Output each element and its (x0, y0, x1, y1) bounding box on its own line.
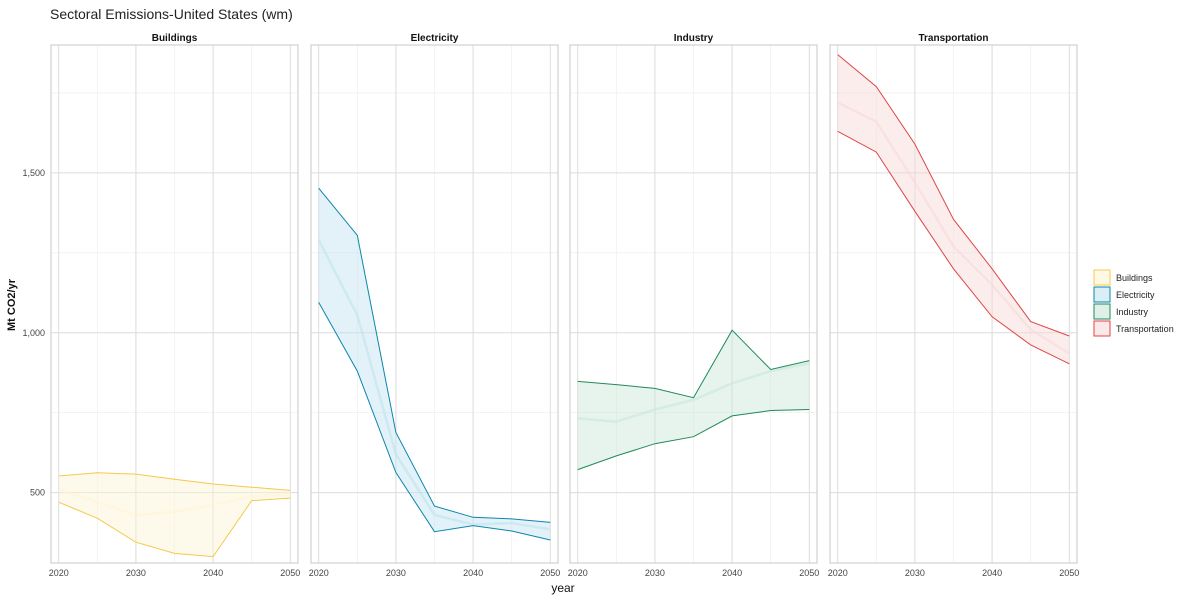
x-tick-label: 2030 (386, 568, 406, 578)
ribbon-lower-line (58, 497, 291, 558)
ribbon-area (58, 472, 291, 557)
x-tick-label: 2020 (568, 568, 588, 578)
facet-panels: Buildings Electricity Industry Transportati… (50, 33, 1078, 564)
x-tick-label: 2030 (126, 568, 146, 578)
ribbon-median-line (317, 239, 551, 531)
ribbon-upper-line (58, 472, 291, 491)
ribbon-area (837, 54, 1070, 364)
legend-item-transportation: Transportation (1093, 320, 1174, 337)
x-tick-label: 2030 (645, 568, 665, 578)
x-tick-label: 2040 (722, 568, 742, 578)
legend-item-buildings: Buildings (1093, 269, 1153, 286)
x-tick-label: 2030 (905, 568, 925, 578)
legend-swatch (1093, 269, 1111, 286)
panel-border (569, 44, 818, 564)
legend-swatch (1093, 303, 1111, 320)
facet-industry: Industry (569, 33, 818, 564)
facet-title: Industry (674, 33, 714, 44)
facet-title: Electricity (411, 33, 459, 44)
x-tick-label: 2050 (540, 568, 560, 578)
x-axis-label: year (551, 581, 574, 595)
x-tick-label: 2020 (828, 568, 848, 578)
facet-electricity: Electricity (310, 33, 559, 564)
x-tick-label: 2040 (463, 568, 483, 578)
panel-border (310, 44, 559, 564)
ribbon-area (318, 188, 551, 540)
ribbon-upper-line (318, 187, 551, 523)
y-tick-label: 1,500 (22, 168, 45, 178)
x-tick-label: 2040 (203, 568, 223, 578)
ribbon-upper-line (837, 54, 1070, 337)
facet-title: Buildings (152, 33, 198, 44)
ribbon-lower-line (577, 409, 810, 471)
x-tick-label: 2020 (49, 568, 69, 578)
y-tick-label: 1,000 (22, 328, 45, 338)
facet-transportation: Transportation (829, 33, 1078, 564)
x-tick-labels: 2020 2030 2040 2050 2020 2030 2040 2050 2020 2030… (49, 568, 1080, 578)
ribbon-median-line (58, 488, 291, 517)
chart-title: Sectoral Emissions-United States (wm) (50, 6, 293, 22)
legend: Buildings Electricity Industry Transportati… (1093, 269, 1174, 337)
x-tick-label: 2050 (1059, 568, 1079, 578)
legend-swatch (1093, 320, 1111, 337)
y-axis-label: Mt CO2/yr (6, 278, 18, 331)
x-tick-label: 2020 (309, 568, 329, 578)
ribbon-lower-line (837, 130, 1070, 365)
x-tick-label: 2050 (799, 568, 819, 578)
ribbon-median-line (577, 361, 810, 423)
ribbon-median-line (837, 101, 1070, 355)
legend-label: Transportation (1116, 324, 1174, 334)
y-tick-labels: 500 1,000 1,500 (22, 168, 45, 498)
legend-label: Electricity (1116, 290, 1155, 300)
legend-item-industry: Industry (1093, 303, 1149, 320)
legend-swatch (1093, 286, 1111, 303)
panel-border (50, 44, 299, 564)
facet-buildings: Buildings (50, 33, 299, 564)
facet-title: Transportation (918, 33, 988, 44)
panel-border (829, 44, 1078, 564)
y-tick-label: 500 (30, 488, 45, 498)
legend-label: Buildings (1116, 273, 1153, 283)
legend-item-electricity: Electricity (1093, 286, 1155, 303)
x-tick-label: 2050 (280, 568, 300, 578)
legend-label: Industry (1116, 307, 1149, 317)
x-tick-label: 2040 (982, 568, 1002, 578)
ribbon-upper-line (577, 329, 810, 399)
ribbon-lower-line (318, 302, 551, 541)
